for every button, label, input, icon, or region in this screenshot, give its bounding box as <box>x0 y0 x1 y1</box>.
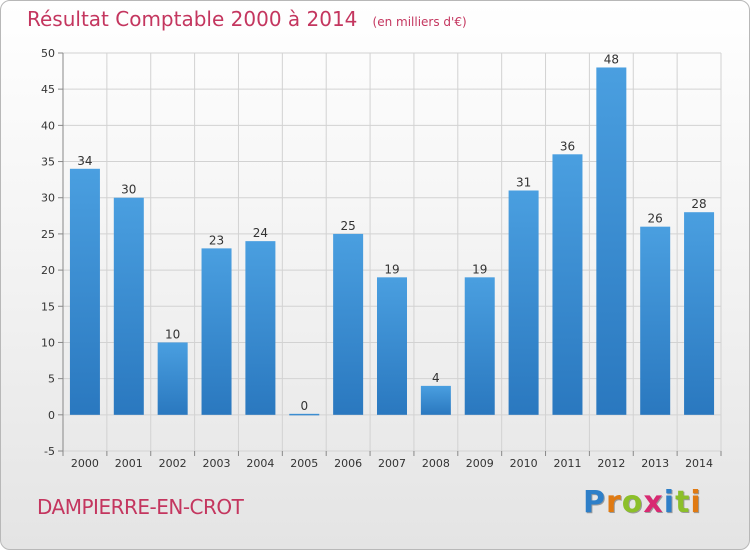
bar-2008[interactable] <box>420 385 451 415</box>
chart-subtitle: (en milliers d'€) <box>372 15 467 29</box>
proxiti-logo[interactable]: Proxiti <box>583 485 702 520</box>
bar-2012[interactable] <box>596 67 627 415</box>
logo-letter: i <box>663 485 676 520</box>
logo-letter: r <box>606 485 622 520</box>
logo-letter: t <box>675 485 691 520</box>
x-tick-label-2004: 2004 <box>246 457 274 470</box>
x-tick-label-2014: 2014 <box>685 457 713 470</box>
logo-letter: o <box>621 485 644 520</box>
data-label-2013: 26 <box>648 212 663 226</box>
bar-2001[interactable] <box>113 197 144 415</box>
chart-title-block: Résultat Comptable 2000 à 2014 (en milli… <box>27 7 467 31</box>
logo-letter: i <box>690 485 702 520</box>
data-label-2009: 19 <box>472 262 487 276</box>
y-tick-label: 20 <box>41 264 55 277</box>
data-label-2001: 30 <box>121 183 136 197</box>
chart-title: Résultat Comptable 2000 à 2014 <box>27 7 358 31</box>
x-tick-label-2009: 2009 <box>466 457 494 470</box>
bar-2006[interactable] <box>333 233 364 415</box>
y-tick-label: 10 <box>41 336 55 349</box>
data-label-2003: 23 <box>209 233 224 247</box>
bar-2013[interactable] <box>640 226 671 415</box>
data-label-2002: 10 <box>165 327 180 341</box>
x-tick-label-2011: 2011 <box>553 457 581 470</box>
bars: 34 30 10 23 24 0 25 19 4 19 31 36 48 26 28 <box>69 52 715 416</box>
x-tick-label-2010: 2010 <box>510 457 538 470</box>
bar-2005[interactable] <box>289 413 320 416</box>
bar-2000[interactable] <box>69 168 100 415</box>
x-tick-label-2006: 2006 <box>334 457 362 470</box>
data-label-2007: 19 <box>384 262 399 276</box>
y-tick-label: 35 <box>41 156 55 169</box>
x-tick-label-2007: 2007 <box>378 457 406 470</box>
data-label-2010: 31 <box>516 175 531 189</box>
bar-2007[interactable] <box>377 277 407 415</box>
x-tick-label-2000: 2000 <box>71 457 99 470</box>
y-tick-label: 40 <box>41 119 55 132</box>
y-tick-label: 5 <box>48 373 55 386</box>
bar-2014[interactable] <box>684 212 715 415</box>
x-tick-label-2012: 2012 <box>597 457 625 470</box>
y-tick-label: 50 <box>41 47 55 60</box>
y-tick-label: 25 <box>41 228 55 241</box>
x-tick-label-2008: 2008 <box>422 457 450 470</box>
x-tick-label-2003: 2003 <box>203 457 231 470</box>
data-label-2014: 28 <box>691 197 706 211</box>
data-label-2005: 0 <box>300 399 308 413</box>
y-tick-label: 15 <box>41 300 55 313</box>
bar-2004[interactable] <box>245 241 276 415</box>
bar-2003[interactable] <box>201 248 232 415</box>
x-tick-label-2002: 2002 <box>159 457 187 470</box>
data-label-2008: 4 <box>432 371 440 385</box>
data-label-2004: 24 <box>253 226 268 240</box>
y-tick-label: 30 <box>41 192 55 205</box>
x-tick-label-2013: 2013 <box>641 457 669 470</box>
logo-letter: x <box>643 485 664 520</box>
data-label-2011: 36 <box>560 139 575 153</box>
data-label-2006: 25 <box>340 219 355 233</box>
x-tick-label-2005: 2005 <box>290 457 318 470</box>
bar-2009[interactable] <box>464 277 495 415</box>
logo-letter: P <box>583 485 606 520</box>
bar-2010[interactable] <box>508 190 539 415</box>
data-label-2012: 48 <box>604 52 619 66</box>
y-tick-label: -5 <box>44 445 55 458</box>
bar-2011[interactable] <box>552 154 583 415</box>
commune-name: DAMPIERRE-EN-CROT <box>37 495 244 519</box>
data-label-2000: 34 <box>77 154 92 168</box>
y-tick-label: 0 <box>48 409 55 422</box>
x-tick-label-2001: 2001 <box>115 457 143 470</box>
y-tick-label: 45 <box>41 83 55 96</box>
bar-2002[interactable] <box>157 342 188 415</box>
